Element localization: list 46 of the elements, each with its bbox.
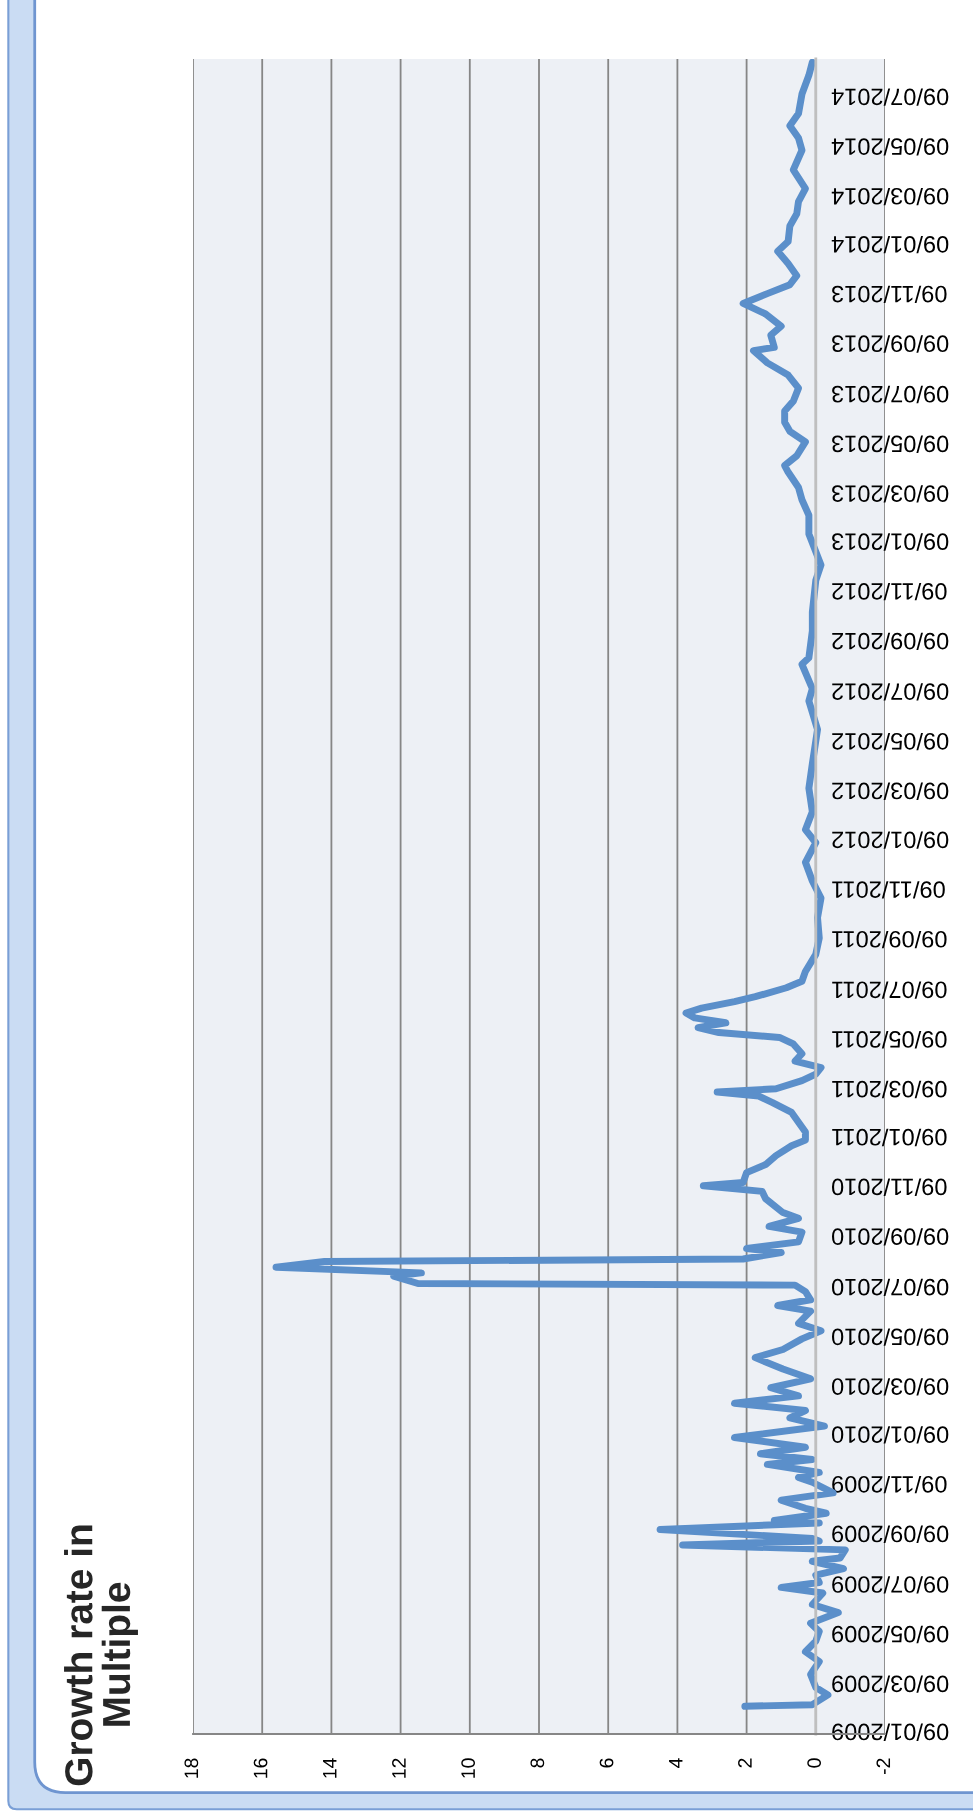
y-tick-label: 09/03/2013 (832, 485, 949, 503)
y-tick-label: 09/01/2010 (831, 1426, 949, 1444)
x-tick-label: 18 (184, 1758, 199, 1778)
y-tick-label: 09/07/2013 (832, 385, 949, 404)
x-tick-label: 2 (738, 1758, 752, 1768)
y-tick-label: 09/03/2012 (832, 782, 949, 800)
y-tick-label: 09/11/2009 (832, 1475, 947, 1494)
x-tick-label: 10 (461, 1758, 476, 1778)
y-tick-label: 09/11/2012 (832, 583, 947, 601)
y-tick-label: 09/09/2010 (831, 1228, 949, 1246)
y-tick-label: 09/11/2011 (832, 881, 945, 899)
x-tick-label: -2 (876, 1758, 891, 1775)
y-tick-label: 09/09/2011 (832, 930, 947, 949)
x-tick-label: 16 (253, 1758, 268, 1778)
x-tick-label: 8 (530, 1758, 545, 1768)
y-tick-label: 09/03/2009 (832, 1675, 949, 1693)
y-tick-label: 09/01/2011 (832, 1128, 947, 1147)
y-tick-label: 09/01/2009 (832, 1723, 949, 1741)
y-tick-label: 09/07/2012 (832, 683, 949, 701)
y-tick-label: 09/07/2009 (832, 1576, 949, 1594)
y-tick-label: 09/05/2010 (831, 1328, 949, 1346)
y-tick-label: 09/09/2013 (832, 335, 949, 353)
y-tick-label: 09/01/2012 (832, 831, 949, 849)
y-tick-label: 09/05/2013 (832, 435, 949, 453)
y-tick-label: 09/07/2010 (831, 1278, 949, 1297)
y-tick-label: 09/03/2014 (831, 187, 949, 206)
y-tick-label: 09/01/2013 (832, 533, 949, 551)
y-tick-label: 09/01/2014 (831, 235, 949, 254)
x-tick-label: 12 (392, 1758, 406, 1778)
y-tick-label: 09/09/2009 (832, 1525, 949, 1543)
y-tick-label: 09/03/2010 (831, 1378, 949, 1396)
y-tick-label: 09/03/2011 (832, 1080, 947, 1099)
y-tick-label: 09/05/2014 (831, 138, 949, 156)
text: Growth rate in Multiple (64, 1525, 138, 1786)
y-tick-label: 09/09/2012 (832, 632, 949, 651)
x-tick-label: 6 (599, 1758, 614, 1768)
y-tick-label: 09/05/2009 (832, 1625, 949, 1644)
y-tick-label: 09/05/2012 (832, 732, 949, 751)
y-tick-label: 09/11/2010 (831, 1178, 947, 1196)
y-tick-label: 09/05/2011 (832, 1031, 947, 1049)
y-tick-label: 09/11/2013 (832, 285, 947, 304)
y-tick-label: 09/07/2011 (832, 981, 947, 999)
x-tick-label: 4 (669, 1758, 683, 1768)
x-tick-label: 14 (323, 1758, 337, 1778)
x-tick-label: 0 (807, 1758, 822, 1768)
y-tick-label: 09/07/2014 (831, 88, 949, 106)
